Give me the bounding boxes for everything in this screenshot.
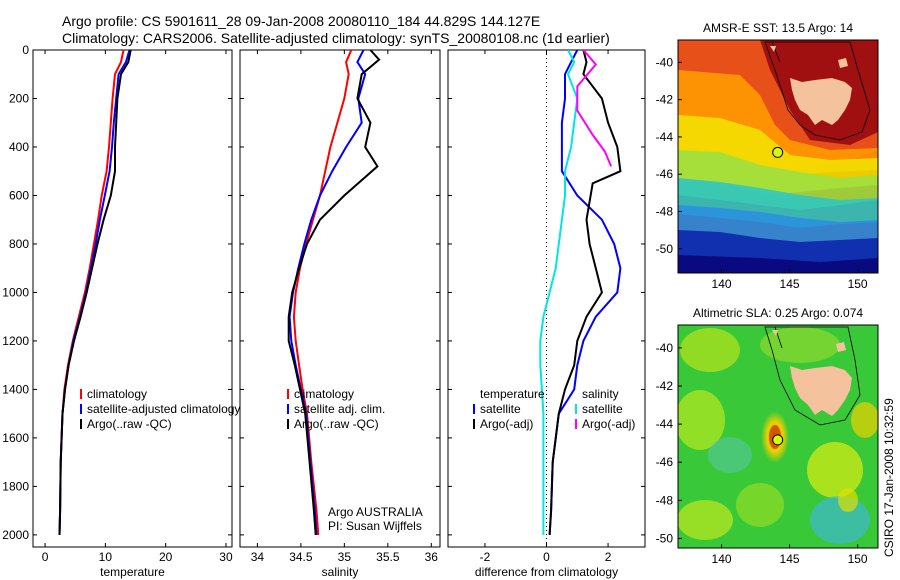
x-axis-label: salinity — [322, 565, 359, 579]
legend-label: Argo(-adj) — [480, 417, 533, 431]
y-tick-label: -50 — [656, 531, 674, 545]
y-tick-label: -40 — [656, 55, 674, 69]
sla-map-panel: Altimetric SLA: 0.25 Argo: 0.074 140 145 15… — [656, 306, 879, 566]
argo-float-marker — [772, 434, 784, 446]
y-tick-label: -44 — [656, 130, 674, 144]
x-tick-label: 150 — [848, 552, 868, 566]
y-tick-label: 600 — [9, 188, 29, 202]
y-tick-label: -48 — [656, 204, 674, 218]
side-timestamp: CSIRO 17-Jan-2008 10:32:59 — [882, 398, 896, 557]
series-group — [539, 50, 622, 535]
y-tick-label: -48 — [656, 493, 674, 507]
x-tick-label: 34.5 — [289, 550, 313, 564]
legend-label: temperature — [480, 387, 545, 401]
annotation-text: Argo AUSTRALIA — [328, 505, 423, 519]
map-frame — [677, 39, 879, 274]
series-line-temperature-satellite — [548, 50, 622, 535]
x-tick-label: 0 — [543, 550, 550, 564]
series-line-argo-raw-qc — [287, 50, 381, 535]
x-tick-label: 10 — [99, 550, 113, 564]
legend-label: salinity — [582, 387, 619, 401]
series-line-argo-raw-qc — [58, 50, 132, 535]
tasmania-land-sst — [790, 78, 852, 125]
legend-label: satellite — [582, 402, 623, 416]
x-tick-label: 20 — [159, 550, 173, 564]
x-tick-label: 2 — [605, 550, 612, 564]
y-tick-label: 400 — [9, 140, 29, 154]
sst-map-field — [678, 40, 878, 273]
series-line-temperature-argo-adj — [548, 50, 622, 535]
x-tick-label: 30 — [219, 550, 233, 564]
header-line-1: Argo profile: CS 5901611_28 09-Jan-2008 … — [62, 13, 540, 29]
sla-map-field — [678, 325, 878, 548]
x-axis-label: difference from climatology — [475, 565, 618, 579]
x-tick-label: 150 — [848, 277, 868, 291]
tasmania-land-sla — [790, 366, 852, 416]
y-tick-label: 1600 — [2, 431, 29, 445]
y-tick-label: -44 — [656, 417, 674, 431]
y-tick-label: 200 — [9, 91, 29, 105]
map-frame — [677, 324, 879, 549]
y-tick-label: 0 — [22, 43, 29, 57]
y-tick-label: 2000 — [2, 528, 29, 542]
x-tick-label: 140 — [712, 552, 732, 566]
y-tick-label: -42 — [656, 93, 674, 107]
legend-label: Argo(..raw -QC) — [294, 417, 379, 431]
legend-label: Argo(..raw -QC) — [87, 417, 172, 431]
annotation-text: PI: Susan Wijffels — [328, 519, 422, 533]
y-tick-label: -46 — [656, 455, 674, 469]
legend-label: climatology — [87, 387, 147, 401]
series-group — [58, 50, 132, 535]
y-tick-label: 1800 — [2, 479, 29, 493]
x-tick-label: 35 — [338, 550, 352, 564]
x-tick-label: 0 — [42, 550, 49, 564]
legend-label: Argo(-adj) — [582, 417, 635, 431]
y-tick-label: -50 — [656, 242, 674, 256]
series-line-salinity-argo-adj — [576, 50, 613, 167]
y-tick-label: 800 — [9, 237, 29, 251]
legend-label: satellite — [480, 402, 521, 416]
y-tick-label: -42 — [656, 379, 674, 393]
legend-label: satellite adj. clim. — [294, 402, 385, 416]
x-tick-label: 140 — [712, 277, 732, 291]
x-tick-label: 145 — [780, 552, 800, 566]
y-tick-label: 1400 — [2, 382, 29, 396]
map-title: Altimetric SLA: 0.25 Argo: 0.074 — [693, 306, 863, 320]
y-tick-label: 1000 — [2, 285, 29, 299]
argo-float-marker — [772, 146, 784, 158]
x-tick-label: -2 — [480, 550, 491, 564]
x-tick-label: 35.5 — [376, 550, 400, 564]
x-tick-label: 34 — [251, 550, 265, 564]
x-tick-label: 36 — [425, 550, 439, 564]
y-tick-label: -46 — [656, 167, 674, 181]
plot-frame — [239, 49, 441, 548]
plot-frame — [32, 49, 233, 548]
x-tick-label: 145 — [780, 277, 800, 291]
map-title: AMSR-E SST: 13.5 Argo: 14 — [703, 21, 853, 35]
sst-map-panel: AMSR-E SST: 13.5 Argo: 14 140 145 150 -40 -42… — [656, 21, 879, 291]
series-group — [287, 50, 381, 535]
x-axis-label: temperature — [100, 565, 165, 579]
salinity-panel: 34 34.5 35 35.5 36 salinity climatologysatelli… — [239, 49, 441, 579]
header-line-2: Climatology: CARS2006. Satellite-adjuste… — [62, 30, 610, 46]
y-tick-label: -40 — [656, 341, 674, 355]
legend-label: satellite-adjusted climatology — [87, 402, 240, 416]
legend-label: climatology — [294, 387, 354, 401]
y-tick-label: 1200 — [2, 334, 29, 348]
temperature-panel: 0 200 400 600 800 1000 1200 1400 1600 1800 2000 0 10… — [2, 43, 240, 579]
